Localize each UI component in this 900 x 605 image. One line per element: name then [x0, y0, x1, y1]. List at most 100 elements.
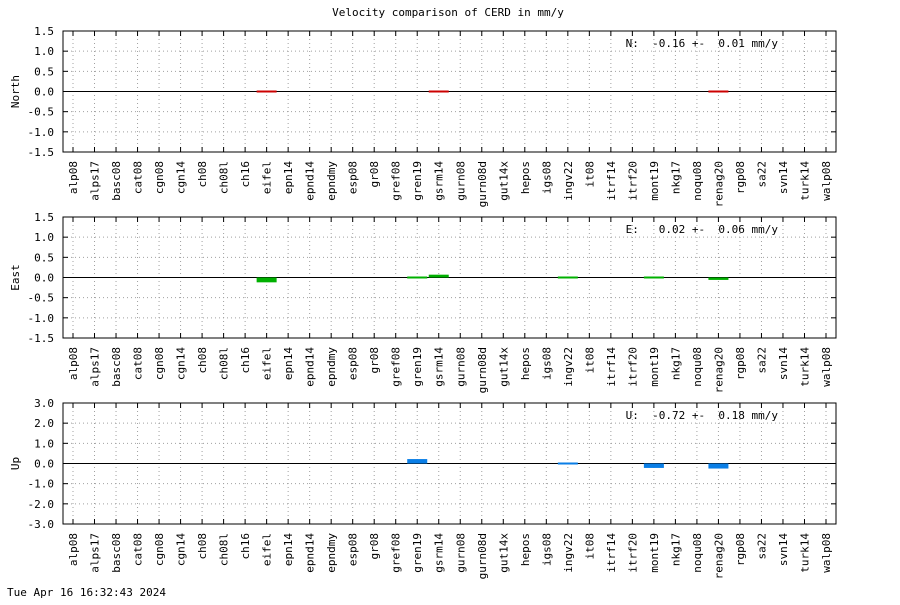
x-tick-label: epndmy: [325, 161, 338, 201]
y-tick-label: 0.5: [34, 65, 54, 78]
y-tick-label: -2.0: [28, 498, 55, 511]
x-tick-label: gurn08d: [476, 161, 489, 207]
x-tick-label: gurn08: [454, 533, 467, 573]
x-tick-label: esp08: [347, 161, 360, 194]
x-tick-label: itrf20: [626, 533, 639, 573]
y-axis-label: Up: [9, 457, 22, 470]
x-tick-label: renag20: [712, 533, 725, 579]
x-tick-label: epnd14: [304, 533, 317, 573]
y-tick-label: 1.0: [34, 231, 54, 244]
x-tick-label: gref08: [390, 161, 403, 201]
x-tick-label: ch08l: [218, 161, 231, 194]
x-tick-label: epn14: [282, 533, 295, 566]
x-tick-label: noqu08: [691, 161, 704, 201]
x-tick-label: epn14: [282, 161, 295, 194]
y-tick-label: -1.0: [28, 126, 55, 139]
y-tick-label: 3.0: [34, 397, 54, 410]
x-tick-label: sa22: [755, 533, 768, 560]
x-tick-label: cgn08: [153, 161, 166, 194]
y-tick-label: 1.0: [34, 45, 54, 58]
x-tick-label: itrf20: [626, 161, 639, 201]
x-tick-label: walp08: [820, 533, 833, 573]
x-tick-label: ingv22: [562, 347, 575, 387]
x-tick-label: svn14: [777, 161, 790, 194]
x-tick-label: eifel: [261, 347, 274, 380]
x-tick-label: basc08: [110, 347, 123, 387]
y-tick-label: 0.0: [34, 272, 54, 285]
x-tick-label: gurn08d: [476, 533, 489, 579]
timestamp: Tue Apr 16 16:32:43 2024: [7, 586, 166, 599]
x-tick-label: esp08: [347, 533, 360, 566]
x-tick-label: mont19: [648, 533, 661, 573]
x-tick-label: turk14: [798, 533, 811, 573]
bar-eifel: [256, 277, 277, 283]
x-tick-label: gren19: [411, 161, 424, 201]
chart-title: Velocity comparison of CERD in mm/y: [332, 6, 564, 19]
bar-eifel: [256, 90, 277, 93]
x-tick-label: itrf20: [626, 347, 639, 387]
x-tick-label: eifel: [261, 161, 274, 194]
x-tick-label: cat08: [132, 533, 145, 566]
x-tick-label: gut14x: [497, 347, 510, 387]
x-tick-label: cgn14: [175, 347, 188, 380]
y-tick-label: -0.5: [28, 292, 55, 305]
y-tick-label: 0.0: [34, 86, 54, 99]
x-tick-label: ch08: [196, 533, 209, 560]
x-tick-label: turk14: [798, 161, 811, 201]
x-tick-label: gref08: [390, 533, 403, 573]
bar-renag20: [708, 90, 729, 93]
bar-renag20: [708, 277, 729, 280]
x-tick-label: alp08: [67, 347, 80, 380]
velocity-annotation: E: 0.02 +- 0.06 mm/y: [626, 223, 779, 236]
plot-frame: [62, 30, 837, 153]
y-tick-label: -1.0: [28, 312, 55, 325]
x-tick-label: alps17: [89, 533, 102, 573]
bar-gsrm14: [428, 274, 449, 278]
bar-gren19: [407, 276, 428, 279]
x-tick-label: ch08l: [218, 347, 231, 380]
bar-mont19: [643, 276, 664, 279]
bar-gsrm14: [428, 90, 449, 93]
x-tick-label: gr08: [368, 347, 381, 374]
x-tick-label: gurn08: [454, 161, 467, 201]
x-tick-label: rgp08: [734, 347, 747, 380]
velocity-annotation: N: -0.16 +- 0.01 mm/y: [626, 37, 779, 50]
x-tick-label: cgn14: [175, 533, 188, 566]
x-tick-label: epnd14: [304, 161, 317, 201]
bar-ingv22: [557, 462, 578, 465]
x-tick-label: noqu08: [691, 347, 704, 387]
x-tick-label: it08: [583, 347, 596, 374]
plot-frame: [62, 216, 837, 339]
x-tick-label: igs08: [540, 161, 553, 194]
x-tick-label: svn14: [777, 347, 790, 380]
x-tick-label: ch16: [239, 533, 252, 560]
x-tick-label: ch16: [239, 347, 252, 374]
x-tick-label: alp08: [67, 533, 80, 566]
velocity-annotation: U: -0.72 +- 0.18 mm/y: [626, 409, 779, 422]
x-tick-label: itrf14: [605, 347, 618, 387]
x-tick-label: turk14: [798, 347, 811, 387]
x-tick-label: eifel: [261, 533, 274, 566]
x-tick-label: ingv22: [562, 533, 575, 573]
y-axis-label: North: [9, 75, 22, 108]
x-tick-label: gr08: [368, 533, 381, 560]
bar-mont19: [643, 463, 664, 468]
x-tick-label: nkg17: [669, 347, 682, 380]
x-tick-label: ch08l: [218, 533, 231, 566]
x-tick-label: ingv22: [562, 161, 575, 201]
x-tick-label: gurn08d: [476, 347, 489, 393]
bar-ingv22: [557, 276, 578, 279]
x-tick-label: mont19: [648, 347, 661, 387]
x-tick-label: itrf14: [605, 161, 618, 201]
x-tick-label: itrf14: [605, 533, 618, 573]
x-tick-label: it08: [583, 533, 596, 560]
bar-renag20: [708, 463, 729, 469]
y-tick-label: 2.0: [34, 417, 54, 430]
x-tick-label: gren19: [411, 347, 424, 387]
x-tick-label: rgp08: [734, 533, 747, 566]
y-tick-label: -0.5: [28, 106, 55, 119]
x-tick-label: cat08: [132, 161, 145, 194]
x-tick-label: cat08: [132, 347, 145, 380]
